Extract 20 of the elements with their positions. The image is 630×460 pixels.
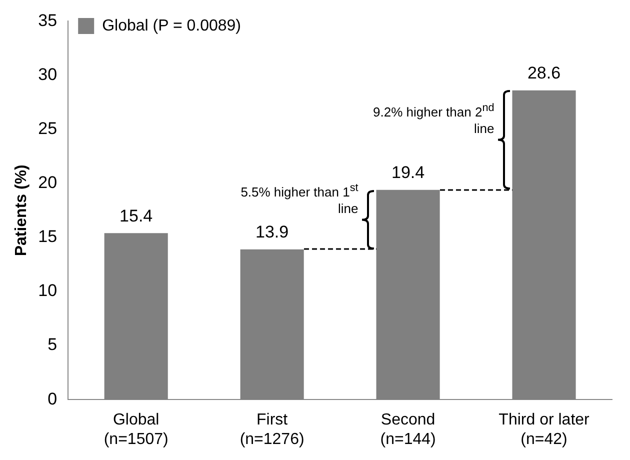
x-tick-label: Third or later (n=42) [498,412,590,448]
y-tick-label: 0 [48,389,58,408]
data-label: 28.6 [527,64,561,83]
y-tick-label: 20 [38,173,58,192]
x-tick-label: First (n=1276) [240,412,304,448]
data-label: 15.4 [120,206,153,226]
y-tick-label: 10 [38,281,58,300]
y-tick-label: 35 [38,10,58,30]
annotation: 9.2% higher than 2$^{nd}$ line [372,101,494,138]
y-tick-label: 5 [48,335,58,354]
y-tick-label: 15 [38,227,58,246]
legend-label: Global (P = 0.0089) [102,17,242,34]
y-tick-label: 30 [38,64,58,84]
x-tick-label: Second (n=144) [380,412,436,448]
data-label: 13.9 [256,222,289,242]
y-axis-title: Patients (%) [13,164,30,256]
annotation: 5.5% higher than 1$^{st}$ line [240,180,358,217]
y-tick-label: 25 [38,119,58,138]
x-tick-label: Global (n=1507) [104,412,168,448]
data-label: 19.4 [391,163,425,182]
